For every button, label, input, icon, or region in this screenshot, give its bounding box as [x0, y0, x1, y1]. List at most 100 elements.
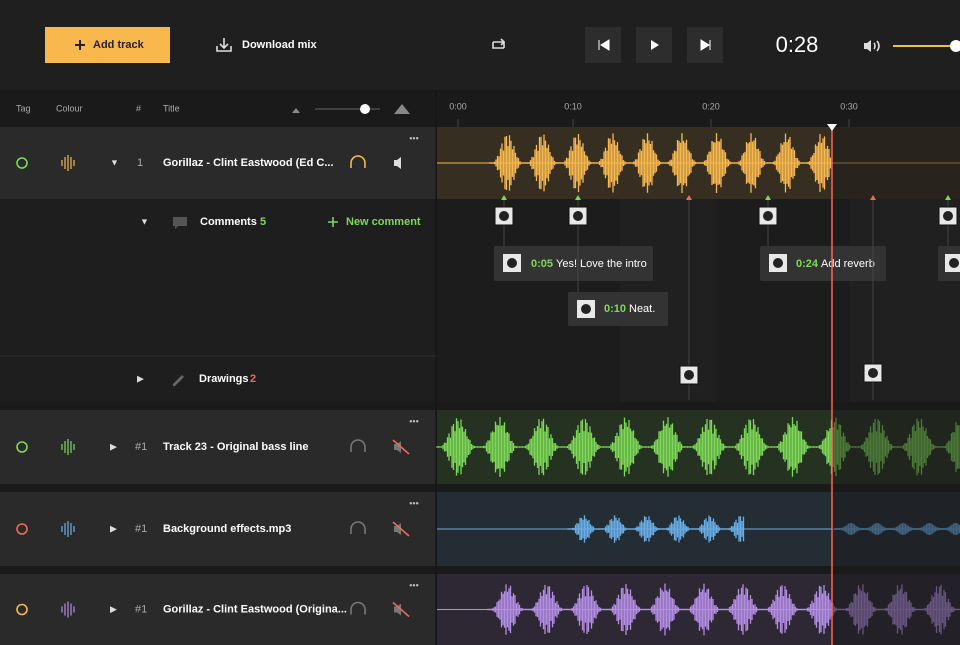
more-menu[interactable]: ••• [409, 580, 418, 590]
comment-bubble[interactable] [760, 246, 886, 281]
comment-time: 0:24 [796, 258, 819, 270]
more-menu[interactable]: ••• [409, 416, 418, 426]
button-bg [45, 27, 170, 63]
speaker-icon[interactable] [394, 441, 401, 453]
comment-text: Yes! Love the intro [556, 258, 647, 270]
zoom-in[interactable] [394, 104, 410, 114]
avatar-face [581, 304, 591, 314]
current-time: 0:28 [776, 32, 819, 57]
download-mix-label: Download mix [242, 39, 317, 51]
speaker-icon[interactable] [394, 603, 401, 616]
comments-label: Comments [200, 216, 257, 228]
timeline-label: 0:10 [564, 101, 582, 111]
tag-marker[interactable] [16, 441, 28, 453]
headphones-icon[interactable] [350, 155, 366, 168]
expand-arrow[interactable]: ▶ [110, 523, 117, 533]
play-icon [651, 40, 659, 50]
more-menu[interactable]: ••• [409, 133, 418, 143]
track-title: Background effects.mp3 [163, 523, 291, 535]
headphones-icon[interactable] [350, 521, 366, 534]
zoom-out[interactable] [292, 108, 300, 113]
marker-arrow [575, 195, 581, 200]
tag-marker[interactable] [16, 603, 28, 616]
tag-marker[interactable] [16, 157, 28, 169]
comment-text: Add reverb [821, 258, 875, 270]
tag-marker[interactable] [16, 523, 28, 535]
loop-button[interactable] [492, 38, 506, 49]
expand-arrow[interactable]: ▼ [110, 157, 119, 167]
track-number: #1 [135, 603, 147, 615]
avatar-face [763, 211, 773, 221]
avatar-face [684, 370, 694, 380]
marker-arrow [765, 195, 771, 200]
track-row [0, 574, 436, 645]
plus-icon [328, 217, 338, 227]
mute-icon [392, 521, 410, 537]
track-row [0, 492, 436, 566]
avatar-face [773, 258, 783, 268]
pencil-icon [173, 375, 184, 386]
decoration: ▼ 1 Gorillaz - Clint Eastwood (Ed C... ••• ▶… [16, 127, 960, 645]
download-mix-button[interactable]: Download mix [216, 38, 317, 52]
headphones-icon[interactable] [350, 439, 366, 452]
speaker-icon[interactable] [394, 523, 401, 535]
volume-knob[interactable] [950, 40, 960, 52]
expand-arrow[interactable]: ▶ [110, 441, 117, 451]
track-number: 1 [137, 157, 143, 169]
add-track-button[interactable]: Add track [45, 27, 170, 63]
waveform [489, 133, 832, 193]
volume-icon[interactable] [864, 40, 871, 52]
drawings-count: 2 [250, 373, 256, 385]
played-overlay [832, 492, 960, 566]
marker-arrow [501, 195, 507, 200]
track-title: Track 23 - Original bass line [163, 441, 309, 453]
volume-waves [873, 40, 880, 52]
comments-panel [0, 199, 436, 356]
mute-icon [392, 439, 410, 455]
new-comment-button[interactable]: New comment [328, 216, 421, 228]
decoration [494, 195, 960, 400]
drawings-panel [0, 356, 436, 402]
colour-icon[interactable] [61, 155, 75, 171]
comments-count: 5 [260, 216, 266, 228]
timeline-label: 0:20 [702, 101, 720, 111]
drawings-label: Drawings [199, 373, 249, 385]
track-row [0, 127, 436, 199]
speaker-icon[interactable] [394, 157, 401, 169]
plus-icon [75, 40, 85, 50]
new-comment-label: New comment [346, 216, 421, 228]
collapse-arrow[interactable]: ▼ [140, 216, 149, 226]
expand-arrow[interactable]: ▶ [110, 604, 117, 614]
expand-arrow[interactable]: ▶ [137, 373, 144, 383]
headphones-icon[interactable] [350, 601, 366, 615]
add-track-label: Add track [93, 39, 145, 51]
track-title: Gorillaz - Clint Eastwood (Origina... [163, 603, 347, 615]
timeline-label: 0:00 [449, 101, 467, 111]
track-number: #1 [135, 441, 147, 453]
marker-arrow [870, 195, 876, 200]
more-menu[interactable]: ••• [409, 498, 418, 508]
avatar-face [949, 258, 959, 268]
decoration: 0:00 0:10 0:20 0:30 [449, 101, 858, 127]
colour-icon[interactable] [61, 601, 75, 618]
played-overlay [832, 410, 960, 484]
marker-arrow [945, 195, 951, 200]
avatar-face [507, 258, 517, 268]
colour-icon[interactable] [61, 439, 75, 455]
marker-arrow [686, 195, 692, 200]
col-title: Title [163, 103, 180, 113]
prev-icon [598, 39, 610, 51]
comment-text: Neat. [629, 303, 655, 315]
avatar-face [943, 211, 953, 221]
comment-bubble[interactable] [494, 246, 653, 281]
playhead-handle[interactable] [827, 124, 837, 131]
colour-icon[interactable] [61, 521, 75, 537]
played-overlay [832, 127, 960, 199]
comment-time: 0:05 [531, 258, 553, 270]
col-tag: Tag [16, 103, 31, 113]
zoom-knob[interactable] [360, 104, 370, 114]
mute-icon [392, 601, 410, 618]
next-icon [700, 39, 711, 51]
